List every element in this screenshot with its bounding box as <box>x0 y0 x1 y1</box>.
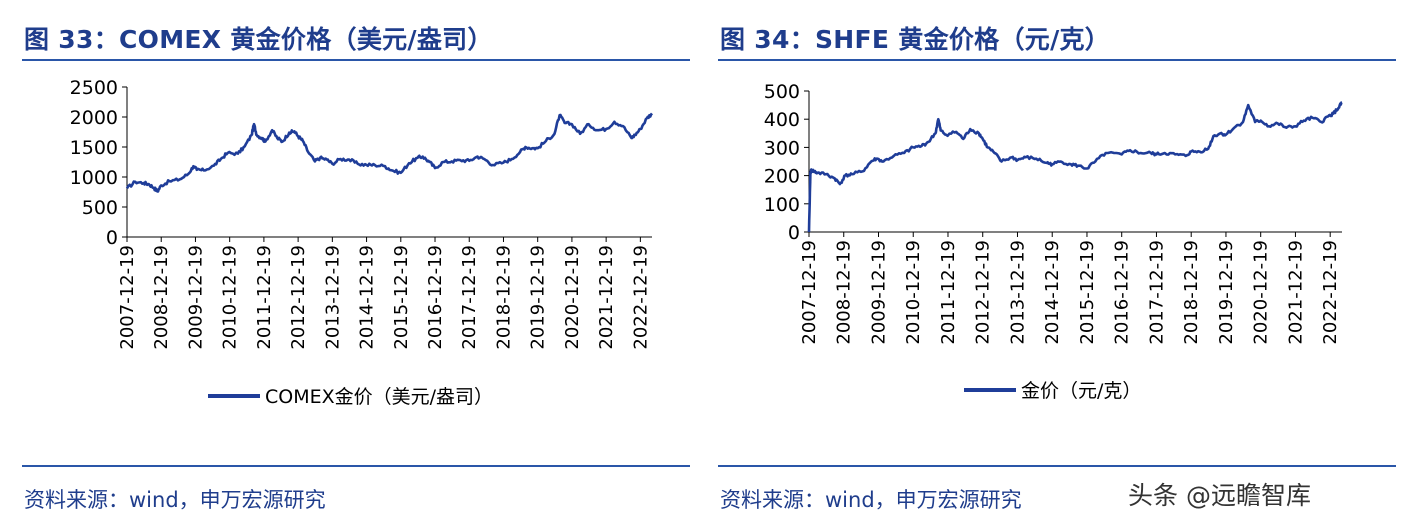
x-tick-label: 2020-12-19 <box>1251 240 1272 345</box>
x-tick-label: 2017-12-19 <box>459 245 480 350</box>
x-tick-label: 2013-12-19 <box>1007 240 1028 345</box>
shfe-gold-chart: 0 100 200 300 400 500 2007-12-19 2008-12-19 2009… <box>764 81 1343 402</box>
x-tick-label: 2012-12-19 <box>973 240 994 345</box>
figure-title: 图 33：COMEX 黄金价格（美元/盎司） <box>24 25 493 54</box>
legend-label: COMEX金价（美元/盎司） <box>265 386 493 408</box>
y-tick-label: 500 <box>764 81 800 103</box>
y-tick-label: 0 <box>106 227 118 249</box>
x-tick-label: 2011-12-19 <box>254 245 275 350</box>
x-tick-label: 2011-12-19 <box>938 240 959 345</box>
x-tick-label: 2008-12-19 <box>151 245 172 350</box>
y-tick-label: 2000 <box>70 107 118 129</box>
y-tick-label: 1500 <box>70 137 118 159</box>
series-line <box>807 101 1343 233</box>
comex-gold-chart: 0 500 1000 1500 2000 2500 2007-12-19 2008-12-19… <box>70 77 654 408</box>
x-tick-label: 2014-12-19 <box>357 245 378 350</box>
x-tick-label: 2016-12-19 <box>1112 240 1133 345</box>
source-note: 资料来源：wind，申万宏源研究 <box>24 488 326 512</box>
y-tick-label: 300 <box>764 137 800 159</box>
x-tick-label: 2017-12-19 <box>1146 240 1167 345</box>
x-tick-label: 2022-12-19 <box>1320 240 1341 345</box>
x-tick-label: 2019-12-19 <box>528 245 549 350</box>
watermark: 头条 @远瞻智库 <box>1128 481 1311 510</box>
x-tick-label: 2015-12-19 <box>391 245 412 350</box>
x-tick-label: 2019-12-19 <box>1216 240 1237 345</box>
x-tick-label: 2022-12-19 <box>630 245 651 350</box>
figure-title: 图 34：SHFE 黄金价格（元/克） <box>720 25 1111 54</box>
x-tick-label: 2021-12-19 <box>596 245 617 350</box>
y-tick-label: 0 <box>788 222 800 244</box>
x-tick-label: 2020-12-19 <box>562 245 583 350</box>
chart-panel-shfe: 图 34：SHFE 黄金价格（元/克） 0 100 200 300 400 500 2007… <box>712 0 1409 522</box>
legend-label: 金价（元/克） <box>1021 380 1141 402</box>
x-tick-label: 2012-12-19 <box>288 245 309 350</box>
x-tick-label: 2021-12-19 <box>1285 240 1306 345</box>
source-note: 资料来源：wind，申万宏源研究 <box>720 488 1022 512</box>
y-tick-label: 400 <box>764 109 800 131</box>
x-tick-label: 2007-12-19 <box>117 245 138 350</box>
y-tick-label: 1000 <box>70 167 118 189</box>
x-tick-label: 2010-12-19 <box>903 240 924 345</box>
x-tick-label: 2009-12-19 <box>868 240 889 345</box>
series-line <box>125 112 654 193</box>
chart-panel-comex: 图 33：COMEX 黄金价格（美元/盎司） 0 500 1000 1500 2000 2… <box>0 0 700 522</box>
x-tick-label: 2018-12-19 <box>1181 240 1202 345</box>
y-tick-label: 100 <box>764 194 800 216</box>
x-tick-label: 2013-12-19 <box>322 245 343 350</box>
x-tick-label: 2008-12-19 <box>834 240 855 345</box>
x-tick-label: 2015-12-19 <box>1077 240 1098 345</box>
title-divider <box>718 59 1396 61</box>
source-divider <box>718 465 1396 467</box>
title-divider <box>22 59 690 61</box>
y-tick-label: 2500 <box>70 77 118 99</box>
source-divider <box>22 465 690 467</box>
x-tick-label: 2009-12-19 <box>185 245 206 350</box>
x-tick-label: 2010-12-19 <box>220 245 241 350</box>
y-tick-label: 200 <box>764 166 800 188</box>
x-tick-label: 2018-12-19 <box>493 245 514 350</box>
x-tick-label: 2007-12-19 <box>799 240 820 345</box>
x-tick-label: 2016-12-19 <box>425 245 446 350</box>
x-tick-label: 2014-12-19 <box>1042 240 1063 345</box>
y-tick-label: 500 <box>82 197 118 219</box>
